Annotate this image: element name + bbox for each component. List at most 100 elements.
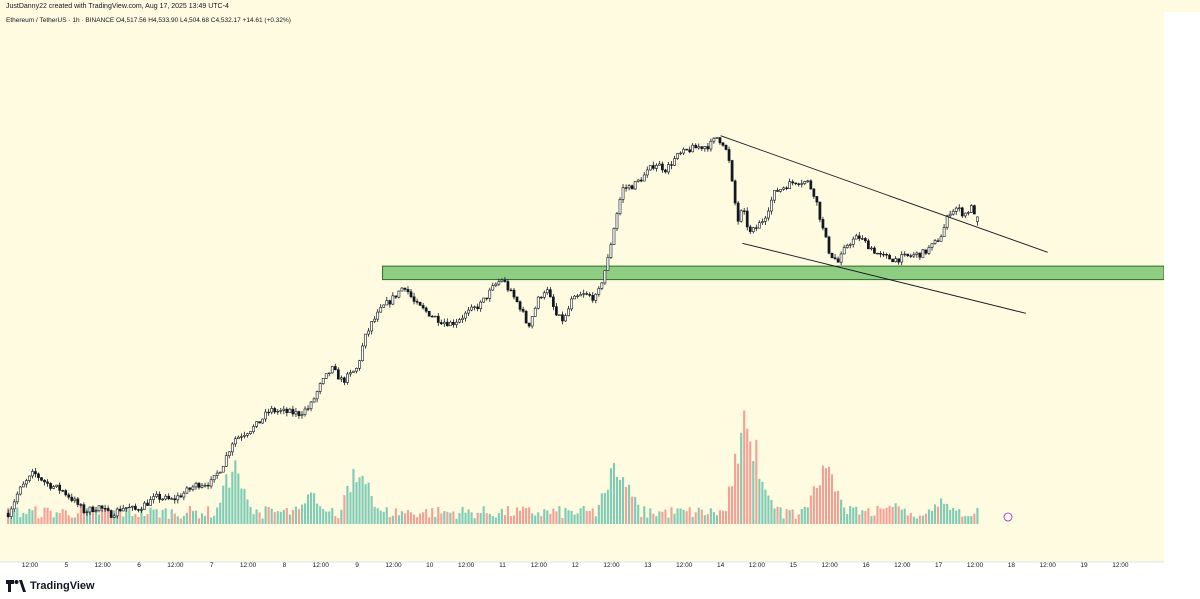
- candle-body: [497, 281, 501, 285]
- time-tick-label: 16: [862, 562, 870, 569]
- candle-body: [506, 281, 510, 291]
- volume-bar: [676, 508, 679, 524]
- volume-bar: [379, 510, 382, 524]
- volume-bar: [25, 514, 28, 524]
- volume-bar: [291, 509, 294, 524]
- candle-body: [833, 257, 837, 260]
- candle-body: [785, 187, 788, 189]
- candle-body: [279, 410, 283, 412]
- candle-body: [397, 290, 401, 298]
- candle-body: [152, 496, 155, 500]
- symbol-ohlc-legend[interactable]: Ethereum / TetherUS · 1h · BINANCE O4,51…: [6, 17, 291, 24]
- candle-body: [609, 244, 613, 258]
- candle-body: [412, 296, 416, 302]
- candle-body: [15, 493, 19, 503]
- candle-body: [109, 510, 113, 518]
- volume-bar: [522, 506, 525, 524]
- candle-body: [576, 295, 579, 297]
- price-chart[interactable]: 3,600.003,650.003,700.003,750.003,800.00…: [0, 12, 1200, 574]
- candle-body: [857, 235, 861, 239]
- candle-body: [385, 300, 389, 306]
- volume-bar: [827, 466, 831, 524]
- volume-bar: [261, 518, 264, 524]
- volume-bar: [903, 508, 906, 524]
- volume-bar: [273, 512, 276, 524]
- volume-bar: [673, 513, 676, 524]
- candle-body: [703, 146, 707, 149]
- volume-bar: [79, 506, 82, 524]
- candle-body: [82, 504, 86, 513]
- volume-bar: [461, 506, 464, 524]
- candle-body: [906, 253, 910, 257]
- candle-body: [88, 506, 92, 513]
- footer: TradingView: [0, 574, 1200, 599]
- volume-bar: [864, 511, 867, 524]
- candle-body: [321, 378, 325, 384]
- candle-body: [970, 205, 973, 213]
- volume-bar: [955, 510, 958, 524]
- candle-body: [9, 508, 13, 517]
- candle-body: [794, 182, 798, 185]
- volume-bar: [73, 517, 76, 524]
- volume-bar: [821, 465, 825, 524]
- volume-bar: [191, 511, 195, 524]
- candle-body: [176, 495, 180, 501]
- candle-body: [173, 498, 177, 501]
- volume-bar: [28, 508, 31, 524]
- volume-bar: [110, 512, 113, 524]
- volume-bar: [58, 512, 61, 524]
- candle-body: [85, 511, 89, 514]
- candle-body: [515, 296, 519, 302]
- volume-bar: [973, 513, 976, 524]
- candle-body: [648, 165, 652, 171]
- candle-body: [103, 507, 107, 510]
- volume-bar: [646, 517, 649, 524]
- time-tick-label: 11: [499, 562, 506, 569]
- volume-bar: [382, 511, 385, 524]
- support-zone-layer: [382, 265, 1165, 281]
- tradingview-logo[interactable]: TradingView: [6, 580, 95, 592]
- candle-body: [79, 504, 83, 506]
- volume-bar: [364, 484, 367, 524]
- volume-bar: [367, 482, 370, 524]
- candle-body: [115, 508, 119, 517]
- candle-body: [873, 247, 876, 254]
- candle-body: [418, 301, 422, 306]
- volume-bar: [964, 516, 967, 524]
- candle-body: [143, 502, 146, 510]
- volume-bar: [694, 512, 697, 524]
- volume-bar: [94, 509, 98, 524]
- volume-bar: [476, 512, 479, 524]
- volume-bar: [370, 496, 373, 524]
- candle-body: [682, 148, 685, 154]
- volume-bar: [785, 509, 788, 524]
- volume-bar: [443, 511, 446, 524]
- volume-bar: [264, 506, 267, 524]
- volume-bar: [128, 509, 131, 524]
- candle-body: [155, 493, 158, 497]
- candle-body: [424, 307, 428, 312]
- candle-body: [358, 360, 361, 369]
- volume-bar: [631, 496, 634, 524]
- volume-bar: [279, 511, 282, 524]
- volume-bar: [782, 518, 785, 524]
- candle-body: [306, 408, 310, 410]
- candle-body: [185, 487, 189, 494]
- volume-bar: [358, 477, 361, 524]
- time-axis[interactable]: 12:00 5 12:00 6 12:00 7 12:00 8 12:00 9 12:00 10 12:…: [0, 561, 1164, 569]
- candle-body: [615, 213, 619, 229]
- volume-bar: [288, 514, 291, 524]
- candle-body: [464, 312, 467, 319]
- candle-body: [442, 321, 446, 325]
- volume-bar: [697, 507, 700, 524]
- candle-body: [939, 236, 943, 242]
- volume-bar: [82, 510, 85, 524]
- candle-body: [476, 306, 480, 310]
- plot-background: [0, 12, 1164, 562]
- candle-body: [191, 486, 195, 490]
- candle-body: [667, 164, 670, 173]
- volume-bar: [531, 513, 534, 524]
- candle-body: [52, 486, 55, 489]
- candle-body: [761, 221, 764, 223]
- volume-bar: [200, 513, 204, 524]
